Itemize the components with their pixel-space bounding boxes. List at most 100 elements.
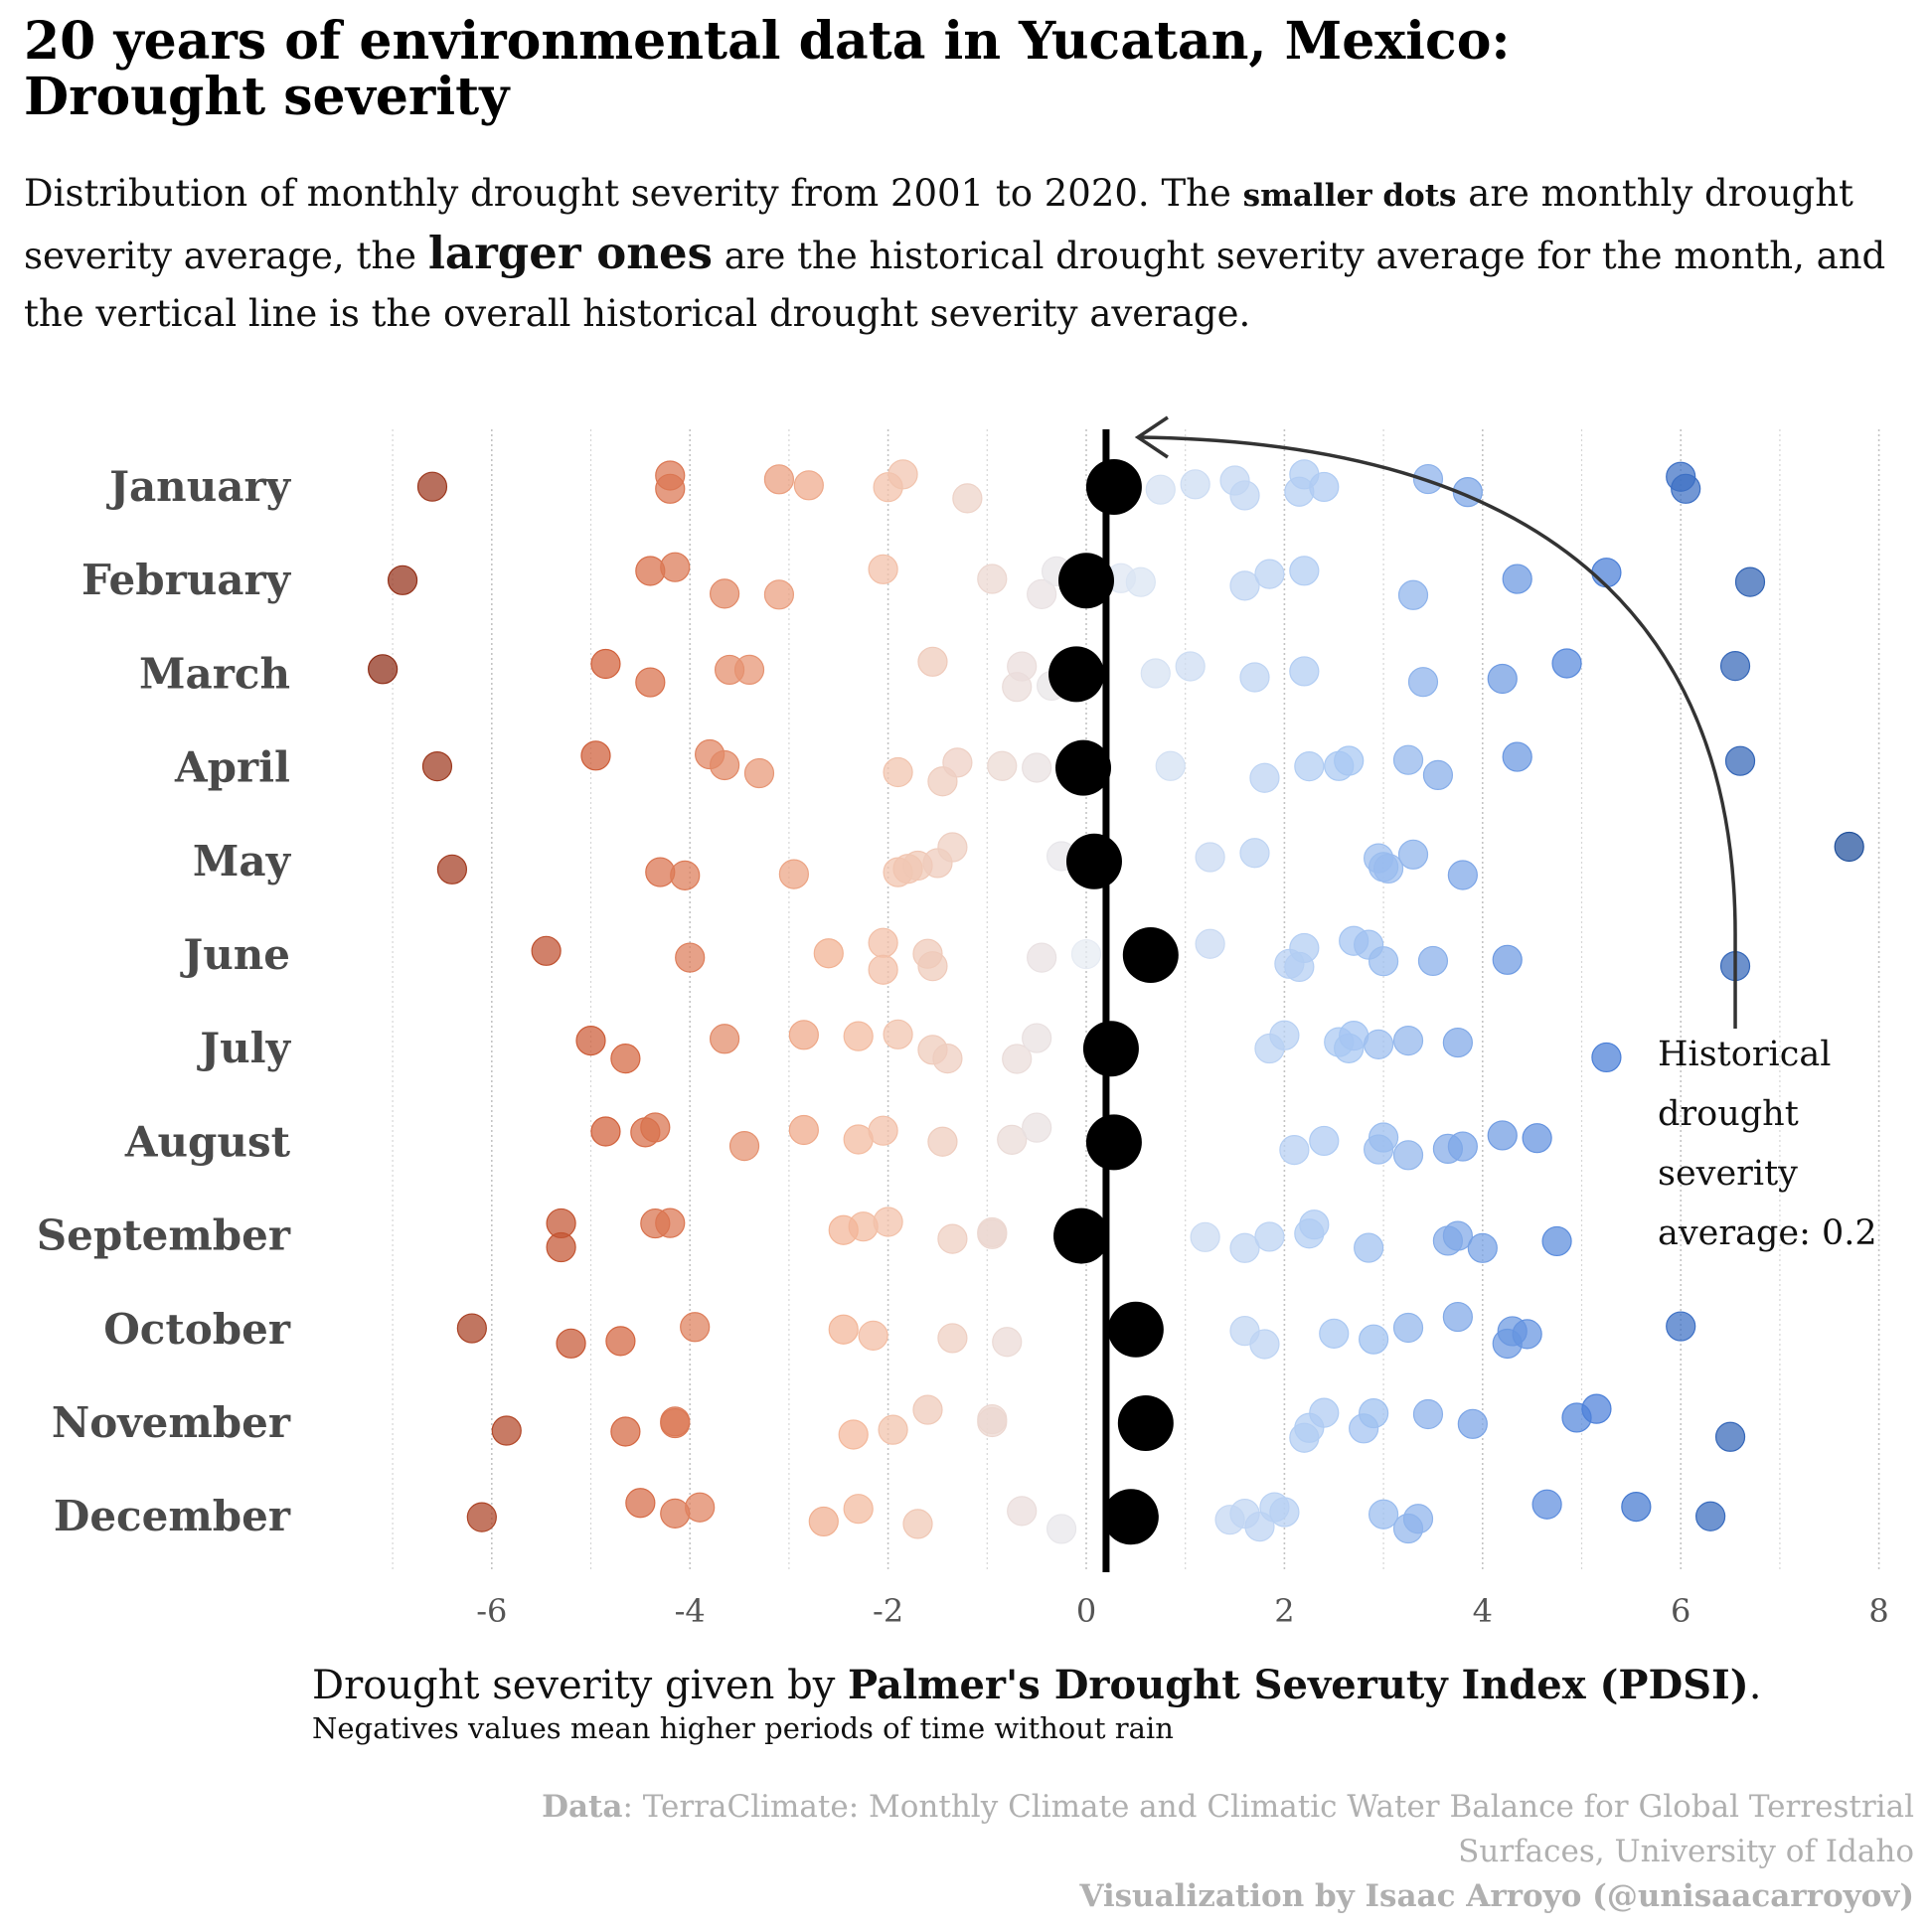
data-point [1412,1398,1444,1430]
data-point [655,460,686,491]
data-point [1372,853,1404,885]
annotation-text-line: Historical [1658,1035,1831,1074]
data-point [1666,1311,1696,1342]
data-point [868,554,898,584]
data-point [1309,1397,1340,1428]
data-point [1417,945,1449,977]
data-point [1145,474,1176,505]
data-point [1299,1209,1330,1240]
data-point [917,951,948,982]
data-point [997,1124,1028,1155]
data-point [1022,752,1052,783]
data-point [1359,1324,1389,1355]
month-label-september: September [37,1211,291,1260]
data-point [1531,1489,1562,1520]
data-point [436,854,468,885]
data-point [1621,1491,1652,1523]
month-mean-dot [1085,459,1142,515]
data-point [828,1214,859,1245]
data-point [1591,558,1622,588]
data-point [1442,1301,1473,1333]
data-point [1027,578,1057,609]
data-point [709,749,740,781]
data-point [610,1044,641,1074]
month-label-october: October [103,1305,291,1354]
data-point [1046,1514,1077,1544]
data-point [942,747,973,778]
data-point [1392,1312,1424,1344]
data-point [1714,1421,1746,1452]
data-point [556,1328,586,1359]
data-point [937,832,968,863]
data-point [1734,566,1766,597]
subtitle-part-2: are monthly drought severity average, th… [24,172,1853,277]
data-point [590,1116,621,1147]
x-tick-label: 6 [1671,1592,1690,1630]
data-point [992,1327,1023,1358]
data-point [763,579,795,610]
data-point [709,1024,740,1054]
data-point [1229,1232,1260,1263]
data-point [1190,1221,1220,1252]
x-tick-label: 2 [1274,1592,1294,1630]
data-point [1269,1497,1300,1528]
x-axis-caption-suffix: . [1748,1663,1762,1708]
data-point [1442,1220,1473,1251]
data-point [1487,1120,1518,1151]
chart-title-line-2: Drought severity [24,67,510,127]
data-point [937,1323,968,1354]
data-point [878,1414,908,1445]
data-point [828,1314,859,1345]
credit-data-line-1: Data: TerraClimate: Monthly Climate and … [542,1789,1914,1825]
data-point [1591,1042,1622,1073]
data-point [902,1509,933,1539]
data-point [1022,1112,1052,1143]
data-point [1180,469,1210,500]
data-point [546,1231,576,1263]
month-label-february: February [81,556,292,604]
data-point [645,857,676,887]
data-point [1294,751,1325,782]
data-point [660,1498,691,1529]
x-tick-label: -6 [476,1592,507,1630]
data-point [1467,1232,1498,1263]
data-point [1239,838,1270,869]
data-point [685,1492,716,1523]
data-point [1695,1501,1726,1531]
data-point [1022,1023,1052,1053]
data-point [1502,741,1532,772]
data-point [660,552,691,582]
data-point [1724,745,1756,776]
data-point [843,1494,874,1525]
month-mean-dot [1048,646,1105,703]
data-point [680,1312,711,1343]
data-point [416,471,448,502]
data-point [728,1131,760,1162]
annotation-text-line: severity [1658,1154,1798,1194]
data-point [808,1506,839,1537]
subtitle-part-3: are the historical drought severity aver… [24,235,1886,335]
x-tick-label: 4 [1473,1592,1493,1630]
month-mean-dot [1055,739,1112,796]
data-point [1502,564,1532,594]
data-point [1397,839,1429,870]
month-label-may: May [193,837,292,886]
data-point [1447,860,1478,890]
data-point [456,1313,487,1344]
data-point [1457,1408,1488,1439]
data-point [868,1115,898,1146]
data-point [1007,651,1038,682]
data-point [491,1415,522,1446]
data-point [1269,1020,1300,1050]
data-point [838,1419,869,1450]
data-point [675,942,706,973]
data-point [1364,1029,1394,1059]
month-label-november: November [52,1398,291,1447]
data-point [912,1394,943,1425]
data-point [1229,480,1260,511]
mean-annotation: Historical drought severity average: 0.2 [1134,415,1877,1253]
data-point [466,1502,497,1532]
data-point [987,750,1018,781]
data-point [952,483,983,514]
data-point [873,1207,903,1237]
